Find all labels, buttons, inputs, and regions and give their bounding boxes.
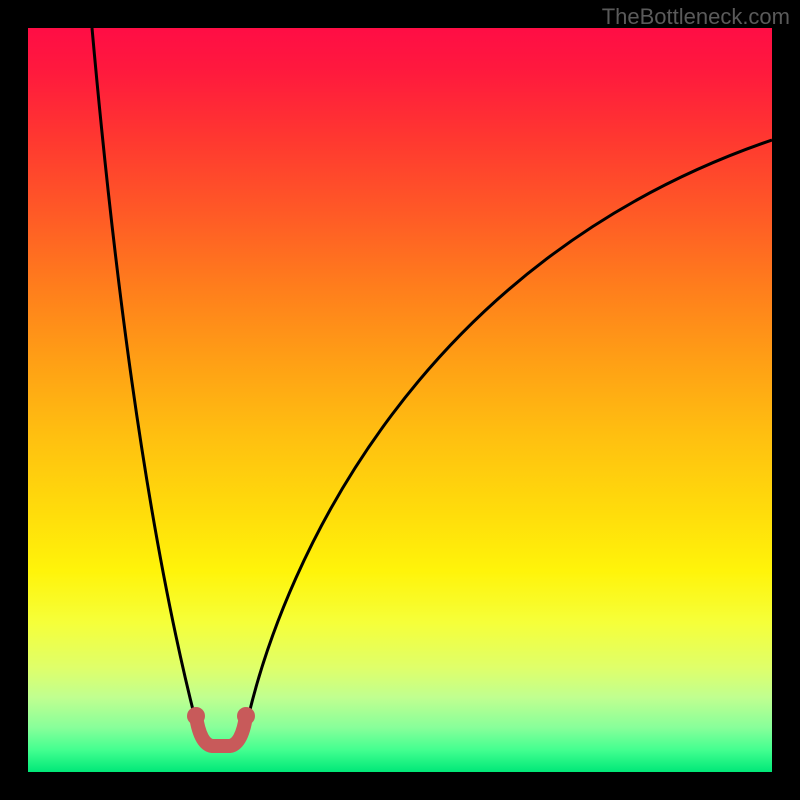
bottleneck-chart (0, 0, 800, 800)
gradient-background (28, 28, 772, 772)
chart-container: TheBottleneck.com (0, 0, 800, 800)
curve-endpoint-left (187, 707, 205, 725)
curve-endpoint-right (237, 707, 255, 725)
watermark-text: TheBottleneck.com (602, 4, 790, 30)
